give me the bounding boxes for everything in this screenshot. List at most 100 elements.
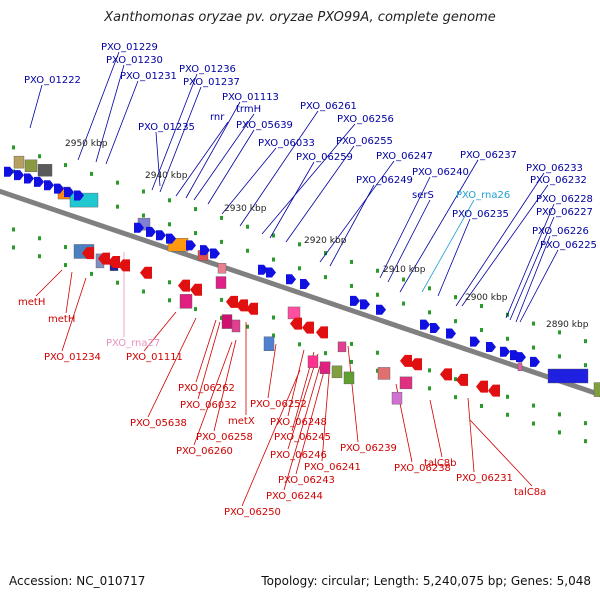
label-leader-line (155, 131, 161, 187)
reverse-gene-arrow (118, 259, 130, 272)
tick-mark (350, 283, 353, 288)
tick-mark (428, 368, 431, 373)
gene-label: PXO_01235 (138, 122, 195, 133)
forward-gene-arrow (186, 240, 196, 251)
label-leader-line (185, 101, 241, 199)
tick-mark (142, 289, 145, 294)
gene-block (217, 263, 227, 274)
label-leader-line (469, 419, 533, 487)
tick-mark (38, 254, 41, 259)
forward-gene-arrow (500, 346, 510, 357)
tick-mark (220, 297, 223, 302)
gene-label: PXO_06252 (250, 399, 307, 410)
map-title: Xanthomonas oryzae pv. oryzae PXO99A, co… (104, 10, 496, 25)
label-leader-line (429, 399, 443, 458)
label-leader-line (285, 145, 355, 243)
label-leader-line (399, 159, 479, 293)
tick-mark (220, 315, 223, 320)
forward-gene-arrow (134, 222, 144, 233)
tick-mark (584, 439, 587, 444)
label-leader-line (35, 269, 63, 297)
gene-label: PXO_06241 (304, 462, 361, 473)
tick-mark (532, 345, 535, 350)
gene-block (13, 155, 25, 169)
tick-mark (558, 430, 561, 435)
reverse-gene-arrow (290, 317, 302, 330)
forward-gene-arrow (486, 342, 496, 352)
tick-mark (64, 263, 67, 268)
label-leader-line (287, 349, 305, 417)
gene-block (215, 276, 227, 289)
reverse-gene-arrow (108, 255, 120, 268)
label-leader-line (65, 271, 73, 314)
tick-mark (376, 350, 379, 355)
label-leader-line (329, 184, 375, 267)
forward-gene-arrow (376, 304, 386, 315)
reverse-gene-arrow (82, 247, 94, 260)
gene-block (399, 376, 413, 390)
label-leader-line (287, 353, 319, 450)
forward-gene-arrow (420, 319, 430, 330)
gene-label: PXO_05639 (236, 120, 293, 131)
forward-gene-arrow (516, 352, 526, 363)
reverse-gene-arrow (98, 252, 110, 265)
tick-mark (402, 277, 405, 282)
tick-mark (246, 224, 249, 229)
label-leader-line (221, 147, 277, 215)
label-leader-line (387, 199, 431, 283)
gene-label: PXO_06233 (526, 163, 583, 174)
gene-label: PXO_06227 (536, 207, 593, 218)
forward-gene-arrow (430, 323, 440, 334)
label-leader-line (175, 121, 229, 197)
gene-label: PXO_01237 (183, 77, 240, 88)
tick-mark (454, 295, 457, 300)
tick-mark (12, 245, 15, 250)
gene-block (179, 294, 193, 309)
tick-mark (428, 286, 431, 291)
tick-mark (12, 145, 15, 150)
label-leader-line (29, 84, 43, 129)
gene-label: PXO_01234 (44, 352, 101, 363)
forward-gene-arrow (266, 267, 276, 278)
label-leader-line (143, 311, 177, 352)
forward-gene-arrow (530, 356, 540, 367)
label-leader-line (241, 369, 301, 507)
gene-label: PXO_05638 (130, 418, 187, 429)
label-leader-line (213, 339, 237, 432)
tick-mark (116, 180, 119, 185)
label-leader-line (319, 160, 395, 263)
gene-label: metX (228, 416, 255, 427)
tick-mark (480, 403, 483, 408)
gene-label: PXO_rna27 (106, 338, 160, 349)
label-leaders (29, 51, 559, 507)
tick-mark (506, 336, 509, 341)
gene-label: PXO_01111 (126, 352, 183, 363)
gene-block (37, 164, 53, 177)
tick-mark (324, 251, 327, 256)
gene-label: PXO_06255 (336, 136, 393, 147)
tick-mark (194, 207, 197, 212)
forward-gene-arrow (470, 336, 480, 347)
forward-gene-arrow (146, 226, 156, 237)
tick-mark (142, 213, 145, 218)
label-leader-line (467, 397, 475, 473)
label-leader-line (283, 365, 321, 491)
gene-label: PXO_06238 (394, 463, 451, 474)
label-leader-line (347, 345, 359, 443)
tick-mark (506, 394, 509, 399)
tick-mark (90, 171, 93, 176)
reverse-gene-arrow (456, 373, 468, 386)
forward-gene-arrow (286, 274, 296, 285)
forward-gene-arrow (446, 328, 456, 339)
reverse-gene-arrow (140, 266, 152, 279)
tick-mark (350, 259, 353, 264)
label-leader-line (295, 363, 327, 475)
tick-mark (584, 363, 587, 368)
gene-label: PXO_06239 (340, 443, 397, 454)
forward-gene-arrow (350, 295, 360, 306)
tick-mark (90, 271, 93, 276)
tick-mark (532, 421, 535, 426)
tick-mark (272, 333, 275, 338)
